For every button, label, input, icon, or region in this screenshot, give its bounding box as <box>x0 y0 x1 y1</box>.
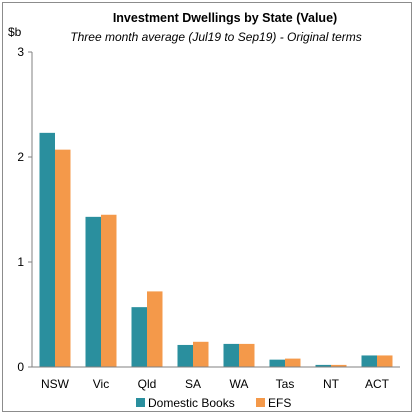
legend-label-domestic-books: Domestic Books <box>148 396 235 410</box>
y-tick-label: 2 <box>17 150 24 164</box>
y-tick-label: 0 <box>17 360 24 374</box>
x-tick-label-sa: SA <box>185 377 201 391</box>
bar-efs-tas <box>285 358 301 367</box>
x-tick-label-vic: Vic <box>93 377 109 391</box>
legend: Domestic Books EFS <box>136 396 291 410</box>
bar-domestic-books-tas <box>269 359 285 367</box>
chart-title: Investment Dwellings by State (Value) <box>113 11 337 25</box>
bar-domestic-books-wa <box>223 343 239 367</box>
bar-efs-qld <box>147 291 163 367</box>
bar-domestic-books-vic <box>85 216 101 367</box>
legend-swatch-efs <box>256 398 265 407</box>
y-tick-label: 1 <box>17 255 24 269</box>
bar-efs-nsw <box>55 149 71 367</box>
bar-domestic-books-sa <box>177 344 193 367</box>
x-tick-label-qld: Qld <box>138 377 157 391</box>
bar-efs-act <box>377 355 393 367</box>
x-tick-label-tas: Tas <box>276 377 295 391</box>
bar-efs-sa <box>193 341 209 367</box>
x-tick-label-wa: WA <box>230 377 249 391</box>
y-tick-label: 3 <box>17 45 24 59</box>
legend-swatch-domestic-books <box>136 398 145 407</box>
legend-label-efs: EFS <box>268 396 291 410</box>
chart-subtitle: Three month average (Jul19 to Sep19) - O… <box>70 30 361 44</box>
bar-domestic-books-act <box>361 355 377 367</box>
bar-efs-vic <box>101 214 117 367</box>
x-tick-label-act: ACT <box>365 377 390 391</box>
x-tick-label-nt: NT <box>323 377 340 391</box>
y-axis-unit-label: $b <box>8 25 22 39</box>
x-tick-label-nsw: NSW <box>41 377 70 391</box>
bar-domestic-books-qld <box>131 307 147 367</box>
bar-domestic-books-nt <box>315 364 331 367</box>
bar-efs-nt <box>331 364 347 367</box>
bar-efs-wa <box>239 343 255 367</box>
bar-domestic-books-nsw <box>39 132 55 367</box>
